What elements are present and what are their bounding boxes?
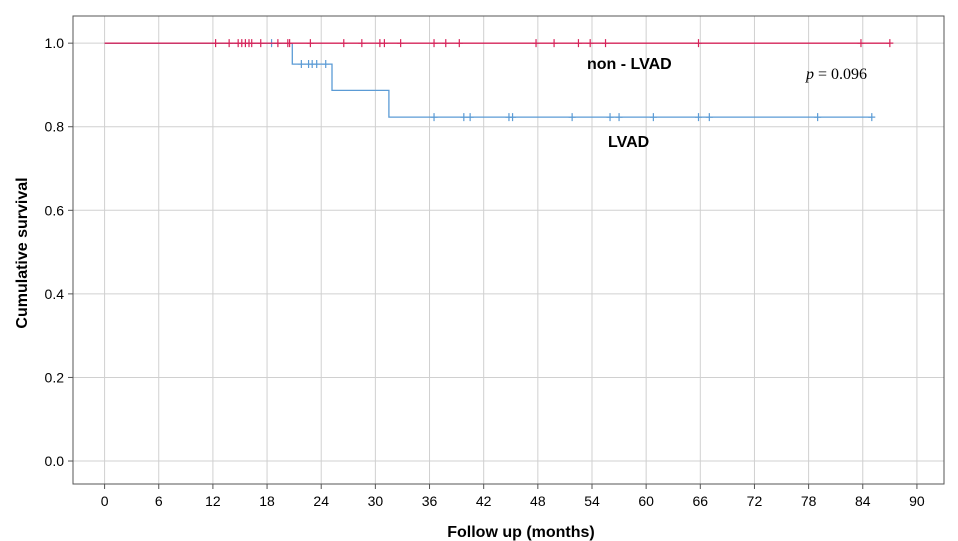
censor-mark xyxy=(430,113,438,122)
censor-mark xyxy=(568,113,576,122)
censor-mark xyxy=(649,113,657,122)
x-tick-label: 36 xyxy=(422,493,438,509)
y-tick-label: 0.4 xyxy=(45,286,65,302)
x-tick-label: 72 xyxy=(747,493,763,509)
survival-curve-lvad xyxy=(104,42,872,118)
x-tick-label: 90 xyxy=(909,493,925,509)
censor-mark xyxy=(297,60,305,69)
x-tick-label: 60 xyxy=(638,493,654,509)
censor-mark xyxy=(602,39,610,48)
censor-mark xyxy=(274,39,282,48)
series-label-lvad: LVAD xyxy=(608,134,649,151)
x-tick-label: 18 xyxy=(259,493,275,509)
censor-mark xyxy=(225,39,233,48)
x-tick-label: 84 xyxy=(855,493,871,509)
censor-mark xyxy=(455,39,463,48)
censor-mark xyxy=(442,39,450,48)
x-tick-label: 24 xyxy=(313,493,329,509)
censor-mark xyxy=(380,39,388,48)
censor-mark xyxy=(286,39,294,48)
y-axis-title: Cumulative survival xyxy=(14,177,31,328)
censor-mark xyxy=(460,113,468,122)
censor-mark xyxy=(212,39,220,48)
censor-mark xyxy=(857,39,865,48)
x-axis-ticks: 0 6 12 18 24 30 36 42 48 54 60 66 72 78 84 90 xyxy=(101,484,925,509)
censor-mark xyxy=(466,113,474,122)
censor-mark xyxy=(358,39,366,48)
y-tick-label: 0.0 xyxy=(45,453,65,469)
censor-mark xyxy=(550,39,558,48)
vertical-gridlines xyxy=(104,16,918,484)
censor-mark xyxy=(814,113,822,122)
censor-mark xyxy=(868,113,876,122)
censor-mark xyxy=(397,39,405,48)
censor-mark xyxy=(322,60,330,69)
horizontal-gridlines xyxy=(73,42,944,462)
x-axis-title: Follow up (months) xyxy=(447,524,595,541)
p-value-text: = 0.096 xyxy=(814,66,867,83)
x-tick-label: 78 xyxy=(801,493,817,509)
censor-mark xyxy=(606,113,614,122)
series-non-lvad xyxy=(104,39,894,48)
y-tick-label: 0.2 xyxy=(45,369,65,385)
series-lvad xyxy=(104,39,876,122)
x-tick-label: 42 xyxy=(476,493,492,509)
censor-mark xyxy=(248,39,256,48)
censor-mark xyxy=(509,113,517,122)
censor-mark xyxy=(340,39,348,48)
censor-mark xyxy=(574,39,582,48)
censor-mark xyxy=(257,39,265,48)
y-axis-ticks: 0.0 0.2 0.4 0.6 0.8 1.0 xyxy=(45,35,73,469)
plot-frame xyxy=(72,15,945,485)
x-tick-label: 12 xyxy=(205,493,221,509)
series-label-non-lvad: non - LVAD xyxy=(587,56,672,73)
censor-mark xyxy=(430,39,438,48)
p-value-annotation: p = 0.096 xyxy=(805,66,867,83)
censor-mark xyxy=(532,39,540,48)
censor-mark xyxy=(705,113,713,122)
x-tick-label: 54 xyxy=(584,493,600,509)
censor-mark xyxy=(615,113,623,122)
x-tick-label: 0 xyxy=(101,493,109,509)
p-symbol: p xyxy=(805,66,814,83)
censor-mark xyxy=(694,39,702,48)
censor-mark xyxy=(886,39,894,48)
y-tick-label: 0.8 xyxy=(45,119,65,135)
y-tick-label: 0.6 xyxy=(45,202,65,218)
censor-mark xyxy=(306,39,314,48)
y-tick-label: 1.0 xyxy=(45,35,65,51)
x-tick-label: 66 xyxy=(693,493,709,509)
censor-mark xyxy=(586,39,594,48)
x-tick-label: 48 xyxy=(530,493,546,509)
series-layer xyxy=(104,39,894,122)
x-tick-label: 6 xyxy=(155,493,163,509)
censor-mark xyxy=(313,60,321,69)
censor-mark xyxy=(694,113,702,122)
x-tick-label: 30 xyxy=(368,493,384,509)
